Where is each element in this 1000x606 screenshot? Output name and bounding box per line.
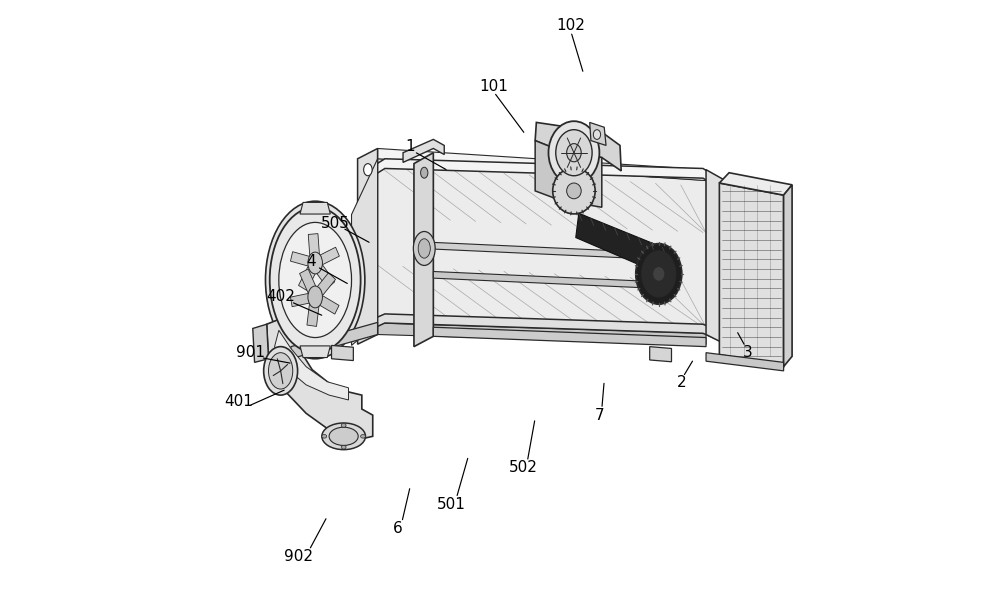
Polygon shape [300,269,317,293]
Polygon shape [719,173,792,195]
Ellipse shape [341,445,346,449]
Polygon shape [253,324,269,362]
Ellipse shape [329,427,358,445]
Text: 505: 505 [321,216,350,230]
Polygon shape [300,202,330,214]
Ellipse shape [322,423,365,450]
Polygon shape [275,330,349,400]
Ellipse shape [548,121,599,184]
Polygon shape [300,346,330,358]
Polygon shape [308,233,319,256]
Polygon shape [535,141,559,200]
Text: 101: 101 [480,79,508,93]
Text: 7: 7 [595,408,605,422]
Ellipse shape [341,424,346,427]
Ellipse shape [364,164,372,176]
Polygon shape [378,159,706,333]
Polygon shape [290,293,310,307]
Text: 401: 401 [224,394,253,408]
Polygon shape [352,159,378,345]
Polygon shape [358,148,378,344]
Polygon shape [332,345,353,361]
Ellipse shape [567,144,581,162]
Ellipse shape [279,222,352,338]
Polygon shape [316,273,336,295]
Polygon shape [576,213,668,286]
Polygon shape [433,327,706,347]
Polygon shape [433,242,659,259]
Text: 102: 102 [556,18,585,33]
Polygon shape [414,153,433,347]
Ellipse shape [270,207,361,353]
Polygon shape [590,122,606,145]
Text: 402: 402 [266,290,295,304]
Ellipse shape [653,267,665,281]
Text: 1: 1 [405,139,415,154]
Ellipse shape [413,231,435,265]
Polygon shape [299,267,316,290]
Text: 902: 902 [284,549,313,564]
Polygon shape [784,185,792,367]
Text: 2: 2 [677,376,687,390]
Ellipse shape [264,347,298,395]
Text: 901: 901 [236,345,265,360]
Polygon shape [291,322,378,359]
Ellipse shape [567,183,581,199]
Ellipse shape [322,435,327,438]
Ellipse shape [553,168,595,214]
Polygon shape [706,353,784,371]
Ellipse shape [636,244,682,304]
Ellipse shape [556,130,592,176]
Ellipse shape [274,215,356,345]
Text: 4: 4 [306,255,316,269]
Text: 6: 6 [393,521,403,536]
Polygon shape [319,247,339,265]
Polygon shape [535,122,621,171]
Polygon shape [433,271,659,288]
Ellipse shape [642,251,676,297]
Polygon shape [318,296,339,314]
Ellipse shape [593,130,601,139]
Polygon shape [706,170,725,344]
Polygon shape [719,183,784,367]
Polygon shape [403,139,444,162]
Ellipse shape [421,167,428,178]
Ellipse shape [308,286,322,308]
Ellipse shape [269,353,293,389]
Polygon shape [290,251,310,266]
Polygon shape [307,304,319,327]
Polygon shape [650,347,671,362]
Polygon shape [378,323,706,344]
Text: 501: 501 [437,497,466,511]
Polygon shape [315,265,335,288]
Polygon shape [378,148,706,181]
Text: 3: 3 [742,345,752,360]
Polygon shape [559,150,602,207]
Ellipse shape [418,239,430,258]
Text: 502: 502 [509,461,537,475]
Polygon shape [267,316,373,439]
Ellipse shape [265,201,365,359]
Ellipse shape [308,252,322,274]
Polygon shape [365,159,724,191]
Ellipse shape [361,435,365,438]
Polygon shape [365,314,724,342]
